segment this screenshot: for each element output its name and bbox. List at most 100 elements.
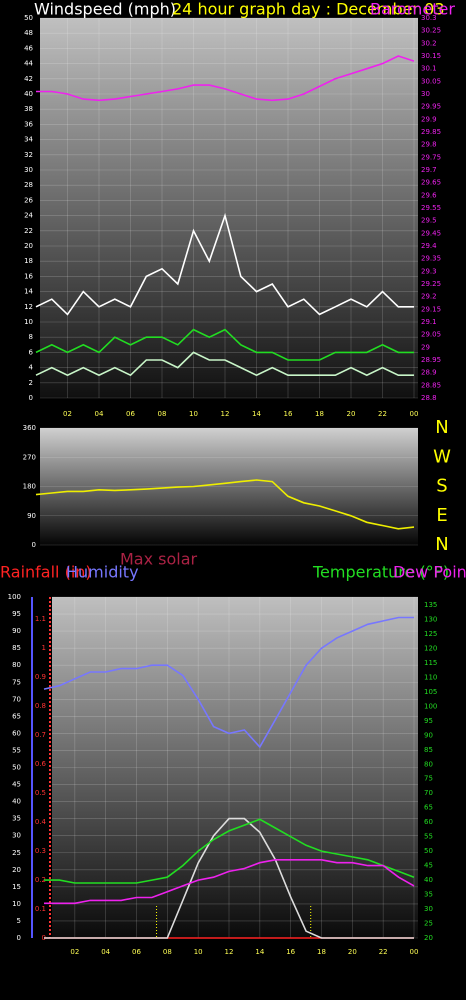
series-line: [35, 351, 414, 377]
y-tick-label: 0: [32, 541, 36, 549]
y3-tick-label: 0.1: [35, 905, 46, 913]
x-tick-label: 12: [221, 410, 230, 418]
y2-tick-label: 60: [424, 818, 433, 826]
y2-tick-label: 28.8: [421, 394, 437, 402]
y-tick-label: 10: [24, 318, 33, 326]
y-tick-label: 20: [24, 242, 33, 250]
series-line: [43, 616, 414, 749]
y-tick-label: 35: [12, 815, 21, 823]
y-tick-label: 32: [24, 151, 33, 159]
y-tick-label: 100: [8, 593, 21, 601]
y-tick-label: 0: [17, 934, 21, 942]
y2-tick-label: 90: [424, 731, 433, 739]
y2-tick-label: 29.7: [421, 166, 437, 174]
y3-tick-label: 0.3: [35, 847, 46, 855]
y-tick-label: 30: [24, 166, 33, 174]
y2-tick-label: 80: [424, 760, 433, 768]
x-tick-label: 22: [378, 410, 387, 418]
y2-tick-label: 29.8: [421, 141, 437, 149]
y-tick-label: 14: [24, 288, 33, 296]
x-tick-label: 04: [95, 410, 104, 418]
y2-tick-label: 29.65: [421, 179, 441, 187]
chart-title: 24 hour graph day : December 03: [172, 0, 445, 19]
y-tick-label: 26: [24, 196, 33, 204]
x-tick-label: 16: [284, 410, 293, 418]
y-tick-label: 85: [12, 644, 21, 652]
x-tick-label: 02: [70, 948, 79, 956]
y2-tick-label: 29.35: [421, 255, 441, 263]
x-tick-label: 20: [347, 410, 356, 418]
y3-tick-label: 0.9: [35, 673, 46, 681]
y-tick-label: 360: [23, 424, 36, 432]
y2-tick-label: 100: [424, 702, 437, 710]
y-axis-label: Windspeed (mph): [34, 0, 176, 19]
y2-tick-label: 29.1: [421, 318, 437, 326]
series-line: [35, 479, 415, 530]
compass-label: N: [435, 534, 448, 555]
x-tick-label: 02: [63, 410, 72, 418]
y3-tick-label: 0.6: [35, 760, 47, 768]
x-tick-label: 04: [101, 948, 110, 956]
y2-tick-label: 28.9: [421, 369, 437, 377]
y2-tick-label: 29.75: [421, 153, 441, 161]
y2-tick-label: 29.95: [421, 103, 441, 111]
y2-tick-label: 29.6: [421, 191, 437, 199]
y-tick-label: 65: [12, 712, 21, 720]
y2-tick-label: 29.25: [421, 280, 441, 288]
y-tick-label: 10: [12, 900, 21, 908]
y2-tick-label: 125: [424, 630, 437, 638]
y2-axis-label: Barometer: [370, 0, 455, 19]
y3-tick-label: 0.2: [35, 876, 46, 884]
y-tick-label: 5: [17, 917, 21, 925]
x-tick-label: 18: [315, 410, 324, 418]
y2-tick-label: 29.05: [421, 331, 441, 339]
y2-tick-label: 30: [421, 90, 430, 98]
y-tick-label: 40: [24, 90, 33, 98]
y-tick-label: 70: [12, 695, 21, 703]
y-tick-label: 34: [24, 136, 33, 144]
y2-tick-label: 30.1: [421, 65, 437, 73]
series-line: [44, 859, 415, 905]
y2-tick-label: 85: [424, 746, 433, 754]
y3-tick-label: 0.8: [35, 702, 46, 710]
x-tick-label: 08: [163, 948, 172, 956]
y2-tick-label: 29: [421, 343, 430, 351]
y2-tick-label: 29.55: [421, 204, 441, 212]
compass-label: N: [435, 417, 448, 438]
plot-area: [52, 597, 418, 938]
x-tick-label: 10: [194, 948, 203, 956]
y-tick-label: 6: [29, 348, 34, 356]
x-tick-label: 10: [189, 410, 198, 418]
x-tick-label: 14: [252, 410, 261, 418]
x-tick-label: 08: [158, 410, 167, 418]
y-tick-label: 90: [12, 627, 21, 635]
y-tick-label: 45: [12, 781, 21, 789]
y-tick-label: 36: [24, 120, 33, 128]
y-tick-label: 44: [24, 60, 33, 68]
x-tick-label: 06: [126, 410, 135, 418]
x-tick-label: 16: [286, 948, 295, 956]
y-tick-label: 25: [12, 849, 21, 857]
x-tick-label: 12: [225, 948, 234, 956]
y2-tick-label: 130: [424, 615, 437, 623]
series-line: [44, 817, 414, 939]
y2-tick-label: 29.85: [421, 128, 441, 136]
y2-tick-label: 30.3: [421, 14, 437, 22]
y-tick-label: 90: [27, 512, 36, 520]
y-tick-label: 15: [12, 883, 21, 891]
y-tick-label: 42: [24, 75, 33, 83]
y-tick-label: 46: [24, 44, 33, 52]
y3-tick-label: 1: [42, 644, 46, 652]
y-tick-label: 60: [12, 729, 21, 737]
legend-label: Humidity: [66, 563, 139, 582]
y2-tick-label: 29.4: [421, 242, 437, 250]
y2-tick-label: 65: [424, 804, 433, 812]
series-line: [36, 55, 415, 102]
y2-tick-label: 30.2: [421, 39, 437, 47]
y2-tick-label: 45: [424, 862, 433, 870]
y-tick-label: 55: [12, 746, 21, 754]
compass-label: S: [436, 476, 447, 497]
y-tick-label: 16: [24, 272, 33, 280]
y-tick-label: 4: [29, 364, 34, 372]
